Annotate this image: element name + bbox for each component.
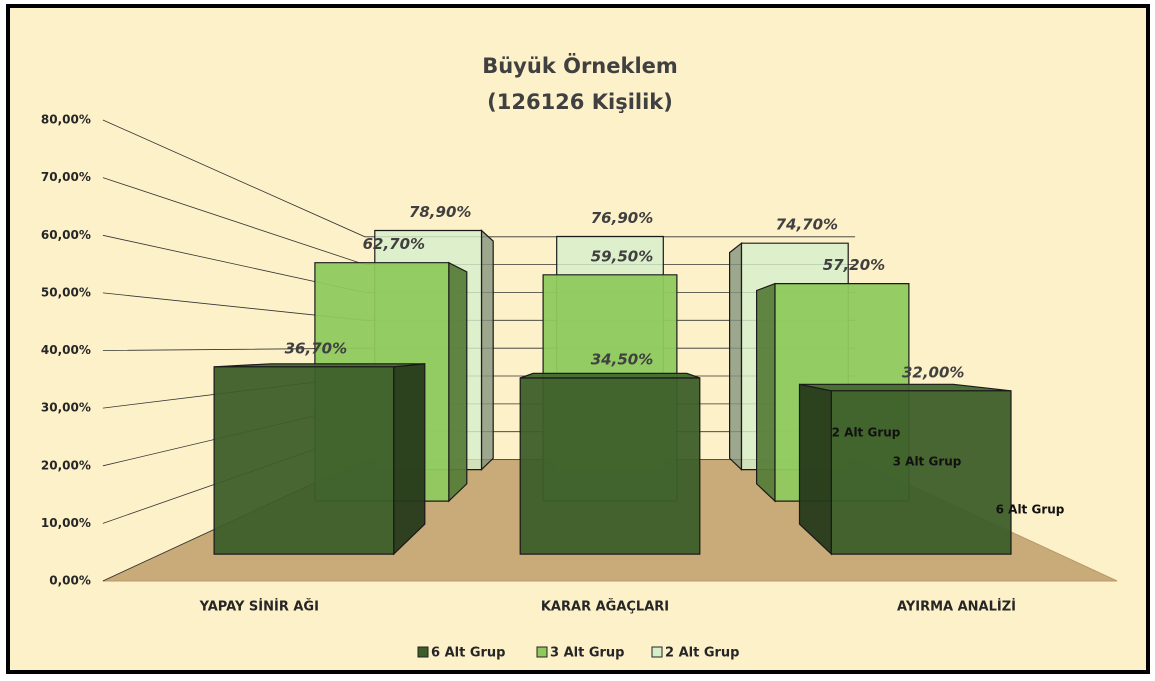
- depth-axis-label: 2 Alt Grup: [832, 426, 901, 440]
- bar-side: [393, 363, 426, 556]
- legend-swatch: [417, 646, 429, 658]
- y-tick-label: 60,00%: [41, 228, 91, 242]
- bar-side: [728, 241, 743, 471]
- y-tick-label: 20,00%: [41, 458, 91, 472]
- y-tick-label: 10,00%: [41, 516, 91, 530]
- bar-side: [480, 229, 494, 472]
- chart-title: Büyük Örneklem: [482, 53, 678, 78]
- legend-label: 6 Alt Grup: [431, 646, 505, 661]
- value-label: 78,90%: [409, 203, 471, 221]
- bar: [519, 377, 701, 555]
- value-label: 76,90%: [591, 209, 653, 227]
- bar-top: [519, 372, 701, 379]
- bar-side: [798, 383, 833, 556]
- value-label: 34,50%: [591, 351, 653, 369]
- y-tick-label: 80,00%: [41, 113, 91, 127]
- legend-swatch: [651, 646, 663, 658]
- value-label: 36,70%: [285, 339, 347, 357]
- y-tick-label: 0,00%: [49, 574, 91, 588]
- y-tick-label: 70,00%: [41, 170, 91, 184]
- bar-side: [755, 282, 776, 503]
- grid-line: [102, 119, 856, 238]
- value-label: 62,70%: [363, 235, 425, 253]
- legend-label: 3 Alt Grup: [550, 646, 624, 661]
- depth-axis-label: 3 Alt Grup: [893, 455, 962, 469]
- value-label: 74,70%: [776, 216, 838, 234]
- legend-label: 2 Alt Grup: [665, 646, 739, 661]
- bar: [830, 390, 1012, 555]
- value-label: 59,50%: [591, 247, 653, 265]
- bar: [213, 366, 395, 555]
- chart-subtitle: (126126 Kişilik): [487, 90, 673, 114]
- y-tick-label: 50,00%: [41, 285, 91, 299]
- y-tick-label: 30,00%: [41, 401, 91, 415]
- y-tick-label: 40,00%: [41, 343, 91, 357]
- x-tick-label: YAPAY SİNİR AĞI: [199, 599, 319, 615]
- x-tick-label: AYIRMA ANALİZİ: [897, 599, 1016, 615]
- value-label: 57,20%: [823, 256, 885, 274]
- depth-axis-label: 6 Alt Grup: [996, 503, 1065, 517]
- legend-swatch: [536, 646, 548, 658]
- x-tick-label: KARAR AĞAÇLARI: [541, 599, 669, 615]
- bar-side: [448, 261, 468, 503]
- value-label: 32,00%: [902, 363, 964, 381]
